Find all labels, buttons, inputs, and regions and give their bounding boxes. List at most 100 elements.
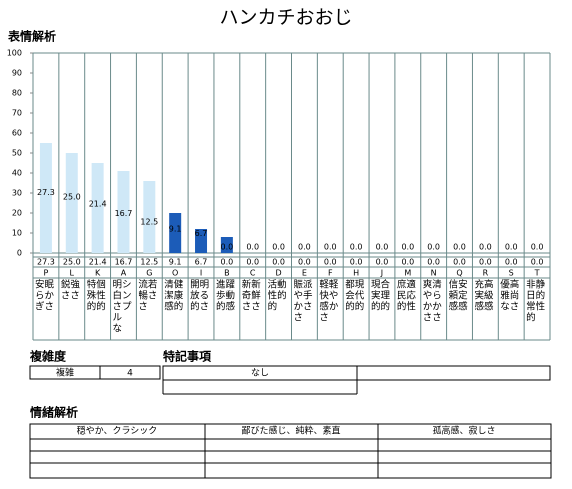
score-label: 9.1 [169,224,182,233]
description: 庶適 [397,279,417,291]
description: 的的 [371,301,390,313]
description: 白ン [113,290,132,302]
section-title: 特記事項 [163,349,212,364]
x-tick-label: E [302,269,307,278]
table-header: 鄙びた感じ、純粋、素直 [241,425,340,437]
y-tick-label: 90 [12,69,22,78]
description: 賑派 [294,280,314,291]
description: 感か [319,301,339,313]
x-tick-label: N [431,269,437,278]
x-tick-label: L [70,269,75,278]
x-tick-label: H [353,269,359,278]
score-label: 0.0 [453,243,466,252]
y-tick-label: 0 [17,249,22,258]
score-label: 0.0 [324,243,337,252]
score-label: 0.0 [505,243,518,252]
x-tick-label: C [250,269,256,278]
description: 殊性 [87,290,107,302]
score-cell: 0.0 [427,258,440,267]
score-cell: 21.4 [89,258,107,267]
description: 暢さ [138,290,157,302]
score-cell: 0.0 [505,258,518,267]
description: 快や [319,290,338,302]
x-tick-label: P [44,269,49,278]
x-tick-label: O [172,269,178,278]
score-label: 0.0 [427,243,440,252]
bar [91,163,104,253]
description: かか [423,302,443,313]
score-label: 0.0 [401,243,414,252]
x-tick-label: J [380,269,383,278]
score-label: 25.0 [63,193,81,202]
description: 頼定 [449,290,469,302]
description: ル [113,313,123,324]
score-label: 0.0 [376,243,389,252]
score-cell: 0.0 [221,258,234,267]
score-cell: 12.5 [140,258,158,267]
description: 流若 [138,279,157,291]
cell: 4 [127,369,133,379]
x-tick-label: F [328,269,333,278]
score-cell: 0.0 [531,258,544,267]
description: ぎさ [35,301,54,313]
x-tick-label: Q [456,269,462,278]
description: やら [423,291,442,302]
description: さプ [113,302,133,313]
description: 特個 [87,279,106,291]
score-label: 12.5 [140,218,158,227]
description: 的 [526,312,536,324]
description: 的 [268,301,278,313]
description: 的感 [216,301,236,313]
description: 会代 [345,290,365,302]
description: 開明 [190,280,209,291]
section-title: 複雑度 [29,349,67,364]
description: 性的 [268,290,287,302]
description: 的的 [87,301,106,313]
chart-title: 表情解析 [7,29,56,44]
y-tick-label: 60 [12,129,22,138]
description: や手 [294,290,314,302]
score-label: 0.0 [479,243,492,252]
bar [220,237,233,253]
y-tick-label: 20 [12,209,22,218]
bar [65,153,78,253]
x-tick-label: T [534,269,540,278]
description: 潔康 [164,290,184,302]
description: 奇鮮 [242,290,262,302]
cell: 複雑 [56,367,74,379]
score-cell: 0.0 [376,258,389,267]
score-cell: 6.7 [195,258,208,267]
section-title: 情緒解析 [30,405,78,420]
description: 非静 [526,279,546,291]
description: さ [319,313,329,324]
description: 活動 [268,279,287,291]
description: 的的 [345,301,364,313]
score-cell: 0.0 [350,258,363,267]
description: 民応 [397,290,417,302]
score-label: 16.7 [115,209,133,218]
x-tick-label: S [509,269,514,278]
y-tick-label: 30 [12,189,22,198]
description: ささ [242,302,261,313]
description: 実級 [474,290,494,302]
x-tick-label: A [121,269,127,278]
description: 信安 [449,279,468,291]
score-cell: 0.0 [246,258,259,267]
description: 爽清 [423,279,443,291]
description: ささ [423,313,442,324]
page-title: ハンカチおおじ [219,7,352,29]
score-cell: 0.0 [272,258,285,267]
description: 的性 [397,301,417,313]
description: 感感 [449,301,469,313]
bar [169,213,182,253]
description: 軽軽 [319,280,339,291]
y-tick-label: 10 [12,229,22,238]
score-label: 0.0 [298,243,311,252]
description: 感的 [164,301,183,313]
x-tick-label: K [95,269,101,278]
score-label: 6.7 [195,229,208,238]
description: 的さ [190,301,209,313]
description: 実理 [371,290,391,302]
score-cell: 0.0 [324,258,337,267]
